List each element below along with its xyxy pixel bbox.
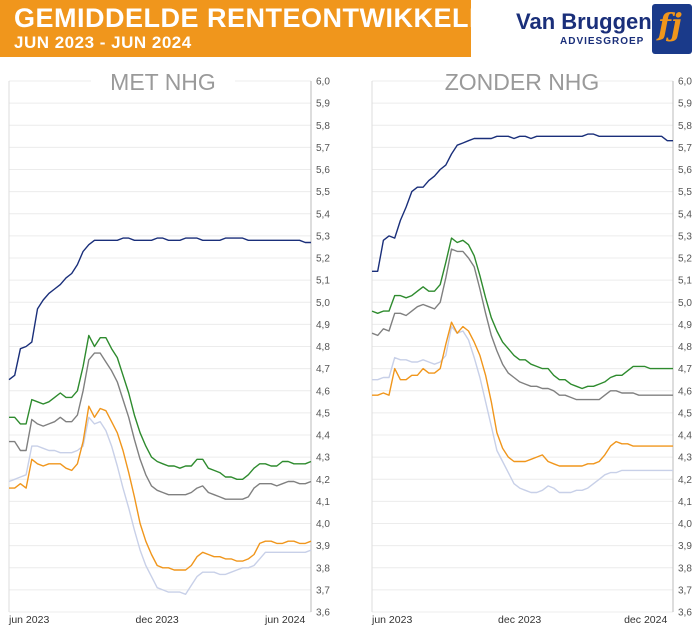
y-tick-label: 3,8 [678, 563, 692, 574]
y-tick-label: 5,3 [678, 231, 692, 242]
y-tick-label: 4,1 [316, 497, 330, 508]
series-line-1 [372, 133, 673, 272]
chart-title: ZONDER NHG [445, 69, 600, 95]
chart-title-backdrop [450, 66, 594, 96]
y-tick-label: 3,6 [678, 608, 692, 619]
logo-mark-icon: fj [652, 4, 692, 54]
chart-title: MET NHG [110, 69, 216, 95]
y-tick-label: 5,6 [316, 165, 330, 176]
y-tick-label: 5,9 [316, 99, 330, 110]
y-tick-label: 5,3 [316, 231, 330, 242]
chart-title-backdrop [91, 66, 235, 96]
y-tick-label: 3,7 [678, 585, 692, 596]
logo-subtitle: ADVIESGROEP [560, 36, 645, 47]
y-tick-label: 4,4 [678, 431, 692, 442]
series-line-4 [372, 321, 673, 467]
y-tick-label: 5,7 [316, 143, 330, 154]
y-tick-label: 4,3 [316, 453, 330, 464]
y-tick-label: 4,8 [316, 342, 330, 353]
y-tick-label: 5,5 [678, 187, 692, 198]
header-band [0, 0, 471, 57]
y-tick-label: 4,6 [678, 386, 692, 397]
y-tick-label: 5,4 [316, 209, 330, 220]
logo-name: Van Bruggen [516, 9, 652, 34]
y-tick-label: 5,2 [678, 254, 692, 265]
y-tick-label: 3,9 [316, 541, 330, 552]
y-tick-label: 5,0 [316, 298, 330, 309]
x-tick-label: dec 2024 [624, 614, 667, 626]
y-tick-label: 4,0 [316, 519, 330, 530]
y-tick-label: 5,1 [316, 276, 330, 287]
series-line-3 [9, 352, 312, 500]
y-tick-label: 4,4 [316, 431, 330, 442]
y-tick-label: 4,9 [316, 320, 330, 331]
y-tick-label: 6,0 [316, 77, 330, 88]
page-subtitle: JUN 2023 - JUN 2024 [14, 33, 192, 52]
series-line-2 [371, 237, 673, 390]
y-tick-label: 3,9 [678, 541, 692, 552]
chart-panel-1: 6,0 5,9 5,8 5,7 5,6 5,5 5,4 5,3 5,2 5,1 5,0 4,9 4,8 4… [8, 66, 330, 626]
y-tick-label: 4,5 [678, 408, 692, 419]
y-tick-label: 4,5 [316, 408, 330, 419]
y-tick-label: 4,8 [678, 342, 692, 353]
series-line-5 [8, 416, 312, 595]
y-tick-label: 3,6 [316, 608, 330, 619]
y-tick-label: 5,9 [678, 99, 692, 110]
y-tick-label: 3,7 [316, 585, 330, 596]
y-tick-label: 5,7 [678, 143, 692, 154]
y-tick-label: 4,3 [678, 453, 692, 464]
y-tick-label: 4,6 [316, 386, 330, 397]
series-line-3 [371, 248, 673, 401]
y-tick-label: 5,5 [316, 187, 330, 198]
y-tick-label: 4,1 [678, 497, 692, 508]
series-line-5 [372, 325, 673, 494]
y-tick-label: 4,7 [678, 364, 692, 375]
y-tick-label: 4,2 [316, 475, 330, 486]
chart-panel-2: 6,0 5,9 5,8 5,7 5,6 5,5 5,4 5,3 5,2 5,1 5,0 4,9 4,8 4… [371, 66, 692, 626]
x-tick-label: jun 2023 [8, 614, 49, 626]
series-line-1 [8, 237, 311, 381]
y-tick-label: 5,1 [678, 276, 692, 287]
x-tick-label: jun 2023 [371, 614, 412, 626]
series-line-2 [9, 334, 312, 480]
page-title: GEMIDDELDE RENTEONTWIKKELING [14, 3, 519, 33]
y-tick-label: 4,0 [678, 519, 692, 530]
logo-mark-text: fj [658, 8, 682, 43]
y-tick-label: 5,0 [678, 298, 692, 309]
y-tick-label: 3,8 [316, 563, 330, 574]
x-tick-label: dec 2023 [136, 614, 179, 626]
y-tick-label: 5,2 [316, 254, 330, 265]
y-tick-label: 4,2 [678, 475, 692, 486]
y-tick-label: 5,8 [678, 121, 692, 132]
series-line-4 [9, 405, 312, 571]
y-tick-label: 4,9 [678, 320, 692, 331]
x-tick-label: dec 2023 [498, 614, 541, 626]
y-tick-label: 5,6 [678, 165, 692, 176]
y-tick-label: 5,8 [316, 121, 330, 132]
y-tick-label: 4,7 [316, 364, 330, 375]
x-tick-label: jun 2024 [264, 614, 305, 626]
y-tick-label: 5,4 [678, 209, 692, 220]
y-tick-label: 6,0 [678, 77, 692, 88]
